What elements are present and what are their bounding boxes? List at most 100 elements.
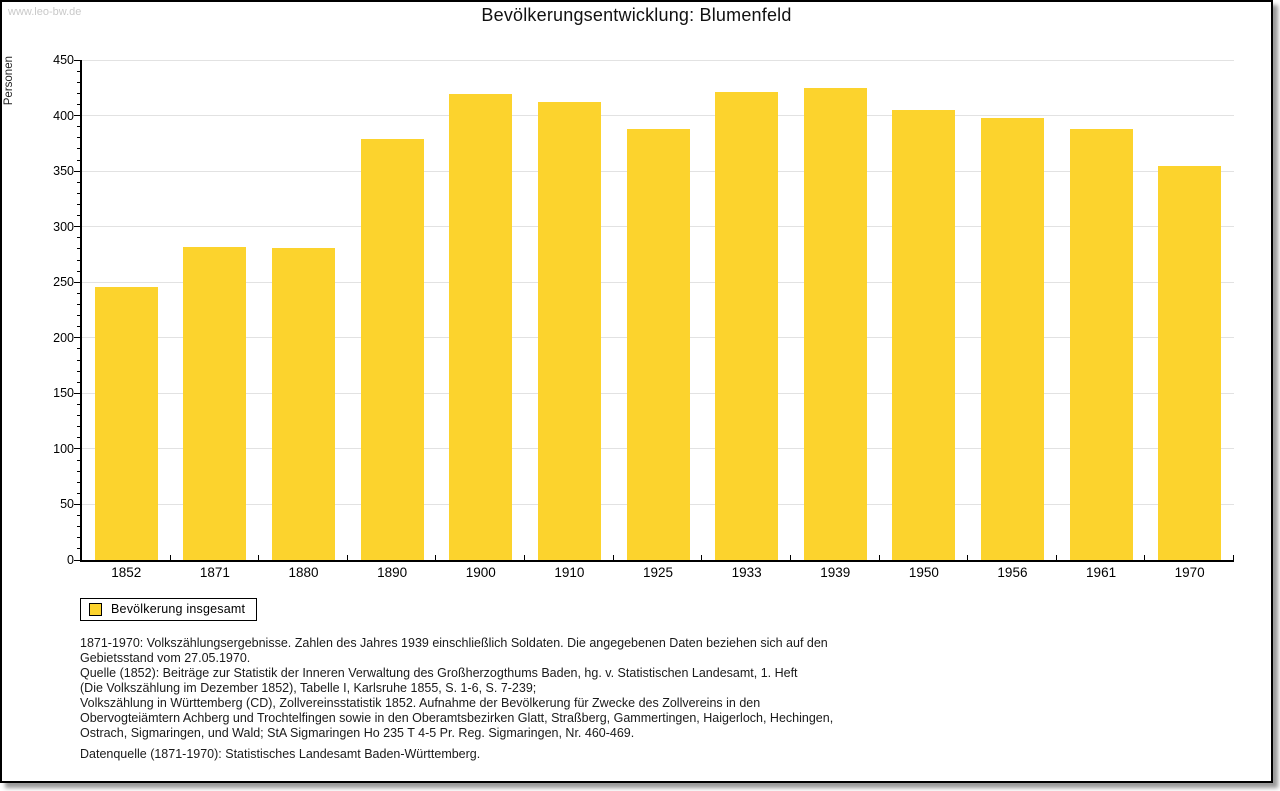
y-minor-tick	[77, 81, 82, 83]
bar-1956	[980, 117, 1044, 560]
bar-1961	[1069, 128, 1133, 560]
y-tick-label: 150	[53, 386, 74, 401]
y-minor-tick	[77, 203, 82, 205]
y-tick-label: 400	[53, 108, 74, 123]
y-minor-tick	[77, 326, 82, 328]
y-minor-tick	[77, 359, 82, 361]
x-boundary-tick	[169, 555, 171, 560]
bar-1890	[360, 138, 424, 560]
y-minor-tick	[77, 259, 82, 261]
x-tick-label: 1910	[554, 565, 585, 580]
y-minor-tick	[77, 292, 82, 294]
x-tick-label: 1961	[1086, 565, 1117, 580]
bar-1880	[272, 247, 336, 560]
source-note: 1871-1970: Volkszählungsergebnisse. Zahl…	[80, 636, 940, 741]
x-tick-label: 1925	[642, 565, 674, 580]
source-note-line: Gebietsstand vom 27.05.1970.	[80, 651, 251, 665]
gridline	[82, 59, 1234, 61]
bar-1970	[1158, 165, 1222, 560]
datasource-note: Datenquelle (1871-1970): Statistisches L…	[80, 747, 481, 761]
y-minor-tick	[77, 426, 82, 428]
y-minor-tick	[77, 126, 82, 128]
x-boundary-tick	[258, 555, 260, 560]
y-minor-tick	[77, 315, 82, 317]
legend-label: Bevölkerung insgesamt	[111, 602, 246, 616]
source-note-line: 1871-1970: Volkszählungsergebnisse. Zahl…	[80, 636, 828, 650]
y-minor-tick	[77, 548, 82, 550]
y-major-tick	[74, 226, 82, 228]
bar-1950	[892, 110, 956, 560]
bar-1900	[449, 94, 513, 560]
y-major-tick	[74, 337, 82, 339]
y-major-tick	[74, 115, 82, 117]
y-major-tick	[74, 503, 82, 505]
x-tick-label: 1871	[199, 565, 230, 580]
y-major-tick	[74, 559, 82, 561]
y-minor-tick	[77, 270, 82, 272]
source-note-line: Quelle (1852): Beiträge zur Statistik de…	[80, 666, 798, 680]
y-tick-label: 100	[53, 441, 74, 456]
x-tick-label: 1970	[1174, 565, 1205, 580]
y-major-tick	[74, 170, 82, 172]
y-major-tick	[74, 281, 82, 283]
bar-1871	[183, 246, 247, 560]
x-tick-label: 1880	[288, 565, 319, 580]
x-boundary-tick	[435, 555, 437, 560]
y-tick-label: 50	[60, 497, 74, 512]
gridline	[82, 115, 1234, 117]
legend-swatch-icon	[89, 602, 102, 616]
y-minor-tick	[77, 470, 82, 472]
y-tick-label: 0	[67, 553, 74, 567]
y-minor-tick	[77, 481, 82, 483]
chart-title: Bevölkerungsentwicklung: Blumenfeld	[481, 5, 792, 25]
x-boundary-tick	[1055, 555, 1057, 560]
bar-1925	[626, 128, 690, 560]
y-minor-tick	[77, 159, 82, 161]
y-minor-tick	[77, 137, 82, 139]
source-note-line: Ostrach, Sigmaringen, und Wald; StA Sigm…	[80, 726, 635, 740]
y-minor-tick	[77, 248, 82, 250]
source-note-line: Volkszählung in Württemberg (CD), Zollve…	[80, 696, 761, 710]
x-tick-label: 1933	[731, 565, 762, 580]
x-tick-label: 1890	[377, 565, 408, 580]
y-minor-tick	[77, 148, 82, 150]
y-tick-label: 200	[53, 330, 74, 345]
y-minor-tick	[77, 381, 82, 383]
y-tick-label: 350	[53, 164, 74, 179]
x-boundary-tick	[524, 555, 526, 560]
x-boundary-tick	[346, 555, 348, 560]
source-note-line: (Die Volkszählung im Dezember 1852), Tab…	[80, 681, 537, 695]
y-minor-tick	[77, 403, 82, 405]
y-minor-tick	[77, 515, 82, 517]
source-note-line: Obervogteiämtern Achberg und Trochtelfin…	[80, 711, 834, 725]
y-minor-tick	[77, 537, 82, 539]
y-major-tick	[74, 59, 82, 61]
y-minor-tick	[77, 192, 82, 194]
plot-area: 0 50 100 150 200 250 300 350 400 450 1852 1871 1880 1…	[53, 53, 1234, 580]
x-boundary-tick	[1144, 555, 1146, 560]
x-tick-label: 1900	[465, 565, 496, 580]
bar-1939	[803, 87, 867, 560]
x-tick-label: 1939	[820, 565, 851, 580]
y-minor-tick	[77, 437, 82, 439]
y-minor-tick	[77, 459, 82, 461]
y-minor-tick	[77, 370, 82, 372]
x-boundary-tick	[967, 555, 969, 560]
y-minor-tick	[77, 303, 82, 305]
y-minor-tick	[77, 526, 82, 528]
x-boundary-tick	[701, 555, 703, 560]
legend: Bevölkerung insgesamt	[80, 598, 258, 621]
x-boundary-tick	[612, 555, 614, 560]
y-minor-tick	[77, 215, 82, 217]
x-tick-label: 1956	[997, 565, 1028, 580]
y-axis-title: Personen	[3, 56, 15, 106]
y-minor-tick	[77, 92, 82, 94]
y-minor-tick	[77, 237, 82, 239]
y-major-tick	[74, 392, 82, 394]
watermark: www.leo-bw.de	[8, 6, 82, 18]
bar-1933	[715, 92, 779, 560]
y-minor-tick	[77, 415, 82, 417]
y-minor-tick	[77, 103, 82, 105]
bar-1910	[537, 102, 601, 560]
